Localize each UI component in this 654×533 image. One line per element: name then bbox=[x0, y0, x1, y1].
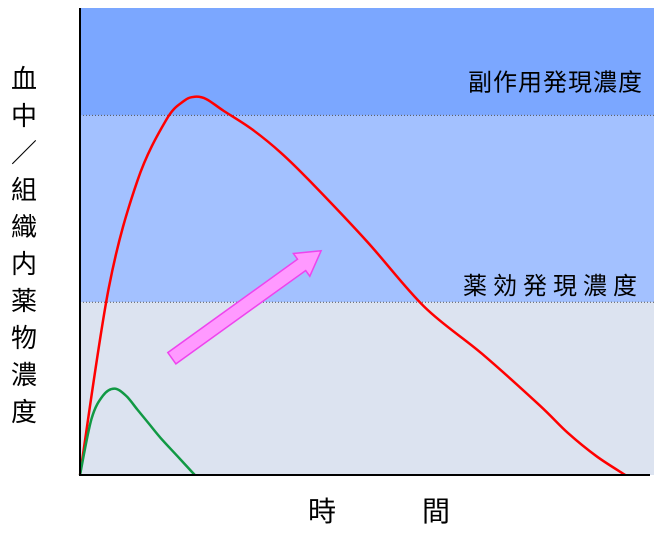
y-axis-label-char: 血 bbox=[10, 65, 37, 95]
trend-arrow bbox=[166, 249, 323, 365]
y-axis-label: 血中 ／ 組織内薬物濃度 bbox=[6, 62, 42, 432]
y-axis-label-char: 物 bbox=[10, 324, 37, 354]
band-1 bbox=[80, 115, 654, 303]
threshold-label-1: 薬効発現濃度 bbox=[463, 272, 643, 300]
series-line-1 bbox=[78, 387, 196, 476]
y-axis-label-char: 度 bbox=[10, 398, 37, 428]
band-2 bbox=[80, 302, 654, 475]
trend-arrow-shape bbox=[166, 249, 323, 365]
y-axis-label-char: 中 bbox=[10, 102, 37, 132]
concentration-bands bbox=[80, 8, 654, 475]
x-axis-label-char-2: 間 bbox=[422, 495, 451, 528]
y-axis-label-char: 薬 bbox=[10, 287, 37, 317]
y-axis-label-char: 濃 bbox=[10, 361, 37, 391]
y-axis-label-char: 組 bbox=[10, 176, 37, 206]
band-0 bbox=[80, 8, 654, 116]
threshold-label-0: 副作用発現濃度 bbox=[468, 68, 643, 96]
y-axis-label-char: ／ bbox=[10, 139, 37, 169]
y-axis-label-char: 内 bbox=[10, 250, 37, 280]
series-lines bbox=[78, 95, 626, 477]
x-axis-label-char-1: 時 bbox=[308, 495, 337, 528]
y-axis-label-char: 織 bbox=[10, 213, 37, 243]
series-line-0 bbox=[78, 95, 626, 477]
